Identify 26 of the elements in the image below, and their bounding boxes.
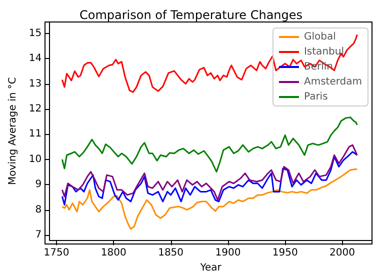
y-tick-label: 11 (28, 128, 42, 140)
y-tick-label: 10 (28, 154, 42, 165)
y-tick-label: 15 (28, 28, 42, 39)
x-tick-label: 2000 (330, 248, 356, 259)
y-tick-label: 9 (35, 179, 42, 190)
legend-label: Amsterdam (304, 76, 362, 88)
x-axis-title: Year (199, 262, 222, 274)
y-tick-label: 12 (28, 103, 42, 114)
y-tick-label: 13 (28, 78, 42, 90)
line-series (61, 168, 358, 230)
x-tick-label: 1850 (158, 248, 184, 259)
x-tick-label: 1950 (272, 248, 298, 259)
x-tick-label: 1750 (44, 248, 70, 259)
y-tick-label: 14 (28, 53, 42, 64)
y-tick-label: 7 (35, 230, 42, 241)
chart-title: Comparison of Temperature Changes (79, 8, 303, 22)
legend-label: Global (304, 32, 336, 42)
x-tick-label: 1900 (215, 248, 241, 259)
y-axis-title: Moving Average in °C (8, 77, 18, 185)
x-tick-label: 1800 (100, 248, 126, 259)
legend-label: Istanbul (304, 46, 344, 58)
line-series (61, 116, 358, 173)
legend-label: Paris (304, 92, 328, 102)
line-series (61, 151, 358, 206)
y-tick-label: 8 (35, 204, 42, 216)
line-series (61, 144, 358, 201)
